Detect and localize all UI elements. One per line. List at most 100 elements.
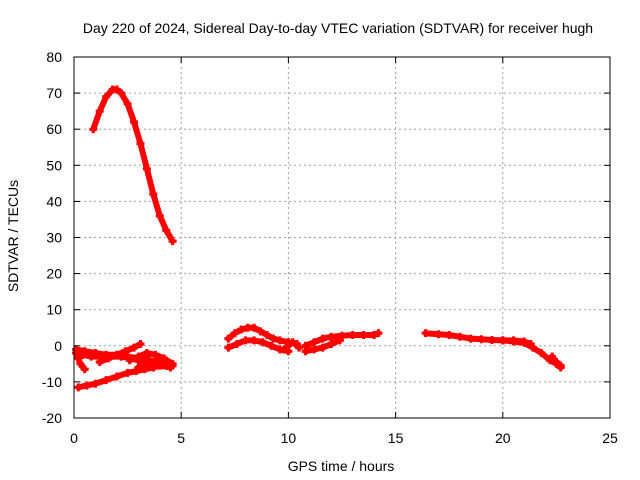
grid-lines: [74, 57, 610, 418]
data-point: [232, 339, 241, 348]
data-point: [136, 339, 145, 348]
data-point: [269, 334, 278, 343]
data-point: [241, 336, 250, 345]
data-point: [168, 237, 177, 246]
data-point: [136, 139, 145, 148]
y-tick-label: -20: [42, 410, 62, 426]
data-point: [142, 349, 151, 358]
series-arc-c: [72, 349, 89, 374]
data-point: [95, 358, 104, 367]
data-point: [224, 334, 233, 343]
data-point: [488, 336, 497, 345]
data-point: [82, 381, 91, 390]
y-tick-label: 70: [46, 85, 62, 101]
data-point: [528, 343, 537, 352]
data-point: [455, 332, 464, 341]
y-tick-label: 60: [46, 121, 62, 137]
data-point: [230, 329, 239, 338]
data-point: [374, 329, 383, 338]
data-point: [91, 379, 100, 388]
x-tick-label: 0: [70, 430, 78, 446]
data-point: [421, 329, 430, 338]
data-point: [80, 365, 89, 374]
data-point: [72, 349, 81, 358]
x-tick-label: 25: [602, 430, 618, 446]
y-tick-label: 20: [46, 266, 62, 282]
data-point: [151, 359, 160, 368]
data-point: [295, 343, 304, 352]
data-point: [95, 107, 104, 116]
series-line: [75, 362, 163, 391]
data-point: [537, 349, 546, 358]
data-point: [310, 338, 319, 347]
data-point: [162, 226, 171, 235]
data-point: [434, 330, 443, 339]
data-point: [142, 164, 151, 173]
y-tick-label: 50: [46, 157, 62, 173]
data-point: [224, 343, 233, 352]
data-point: [237, 325, 246, 334]
data-point: [552, 358, 561, 367]
data-point: [168, 361, 177, 370]
y-tick-label: 0: [54, 338, 62, 354]
data-point: [348, 330, 357, 339]
data-point: [509, 337, 518, 346]
data-point: [327, 339, 336, 348]
y-tick-label: -10: [42, 374, 62, 390]
data-point: [160, 359, 169, 368]
axis-ticks: 0 5 10 15 20 25 -20 -10 0 10 20 30 40 50 60 70 80: [42, 49, 618, 446]
series-arc-j: [280, 338, 304, 354]
data-point: [256, 327, 265, 336]
data-series: [72, 85, 565, 392]
data-point: [548, 352, 557, 361]
data-point: [370, 330, 379, 339]
data-point: [89, 125, 98, 134]
y-tick-label: 30: [46, 230, 62, 246]
data-point: [76, 359, 85, 368]
data-point: [130, 117, 139, 126]
data-point: [275, 336, 284, 345]
data-point: [121, 347, 130, 356]
data-point: [142, 361, 151, 370]
data-point: [250, 323, 259, 332]
data-point: [327, 332, 336, 341]
data-point: [318, 334, 327, 343]
data-point: [134, 352, 143, 361]
x-axis-label: GPS time / hours: [288, 458, 395, 474]
data-point: [556, 363, 565, 372]
series-arc-l: [301, 336, 344, 356]
data-point: [125, 356, 134, 365]
data-point: [520, 338, 529, 347]
data-point: [74, 383, 83, 392]
data-point: [250, 336, 259, 345]
data-point: [134, 363, 143, 372]
x-tick-label: 15: [388, 430, 404, 446]
x-tick-label: 10: [281, 430, 297, 446]
data-point: [262, 330, 271, 339]
data-point: [123, 368, 132, 377]
data-point: [123, 99, 132, 108]
data-point: [102, 376, 111, 385]
data-point: [318, 343, 327, 352]
data-point: [117, 89, 126, 98]
series-arc-o: [548, 352, 565, 372]
data-point: [466, 334, 475, 343]
data-point: [74, 354, 83, 363]
data-point: [335, 336, 344, 345]
x-tick-label: 20: [495, 430, 511, 446]
data-point: [445, 330, 454, 339]
data-point: [155, 211, 164, 220]
data-point: [87, 352, 96, 361]
data-point: [104, 354, 113, 363]
series-arc-h: [224, 323, 301, 348]
series-arc-i: [224, 336, 293, 356]
data-point: [112, 85, 121, 94]
series-arc-m: [421, 329, 535, 348]
data-point: [498, 336, 507, 345]
data-point: [258, 338, 267, 347]
series-arc-g: [134, 359, 177, 372]
y-tick-label: 10: [46, 302, 62, 318]
data-point: [310, 345, 319, 354]
data-point: [112, 350, 121, 359]
